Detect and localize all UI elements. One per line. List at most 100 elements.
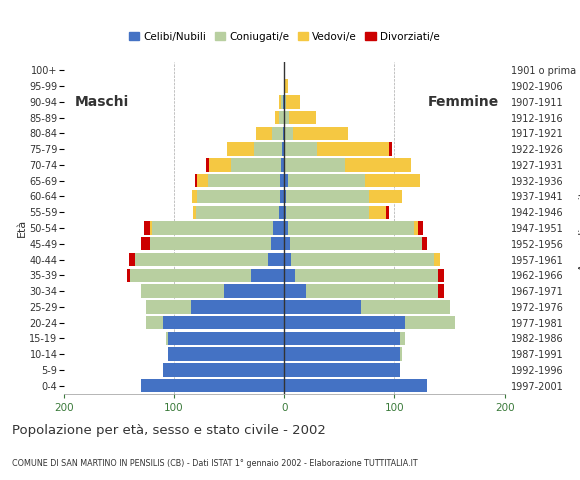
Bar xyxy=(284,269,295,282)
Y-axis label: Anno di nascita: Anno di nascita xyxy=(579,185,580,271)
Bar xyxy=(196,205,278,219)
Bar xyxy=(168,332,284,345)
Bar xyxy=(284,205,287,219)
Bar xyxy=(284,237,289,251)
Bar xyxy=(193,205,196,219)
Bar xyxy=(273,221,284,235)
Bar xyxy=(284,158,345,172)
Bar xyxy=(278,95,281,108)
Bar xyxy=(438,269,444,282)
Bar xyxy=(284,79,288,93)
Bar xyxy=(287,205,369,219)
Bar xyxy=(135,253,267,266)
Bar xyxy=(283,95,284,108)
Bar xyxy=(284,95,287,108)
Bar xyxy=(197,190,280,203)
Bar xyxy=(141,379,284,393)
Bar xyxy=(130,269,251,282)
Bar xyxy=(278,205,284,219)
Bar xyxy=(208,174,280,187)
Bar xyxy=(288,174,365,187)
Bar xyxy=(284,174,288,187)
Bar xyxy=(288,221,414,235)
Bar xyxy=(144,221,150,235)
Bar xyxy=(306,284,438,298)
Bar xyxy=(150,237,271,251)
Bar xyxy=(284,127,293,140)
Bar xyxy=(197,174,208,187)
Bar xyxy=(284,363,400,377)
Text: Maschi: Maschi xyxy=(75,95,129,109)
Bar xyxy=(284,111,289,124)
Bar xyxy=(386,205,389,219)
Bar xyxy=(282,143,284,156)
Bar xyxy=(166,332,168,345)
Bar xyxy=(281,95,283,108)
Bar xyxy=(168,348,284,361)
Bar xyxy=(227,143,255,156)
Y-axis label: Età: Età xyxy=(16,219,27,237)
Bar xyxy=(231,158,281,172)
Bar xyxy=(190,300,284,313)
Bar xyxy=(146,300,190,313)
Bar xyxy=(283,127,284,140)
Bar xyxy=(223,284,284,298)
Bar xyxy=(141,237,150,251)
Bar xyxy=(287,95,300,108)
Bar xyxy=(438,284,444,298)
Bar xyxy=(150,221,152,235)
Bar xyxy=(289,111,316,124)
Bar xyxy=(163,363,284,377)
Bar xyxy=(251,269,284,282)
Bar xyxy=(141,284,223,298)
Bar xyxy=(284,253,291,266)
Bar xyxy=(280,174,284,187)
Text: COMUNE DI SAN MARTINO IN PENSILIS (CB) - Dati ISTAT 1° gennaio 2002 - Elaborazio: COMUNE DI SAN MARTINO IN PENSILIS (CB) -… xyxy=(12,458,417,468)
Bar xyxy=(152,221,273,235)
Bar xyxy=(361,300,450,313)
Bar xyxy=(400,348,402,361)
Bar xyxy=(422,237,427,251)
Bar xyxy=(405,316,455,329)
Bar xyxy=(284,143,317,156)
Bar xyxy=(434,253,440,266)
Bar xyxy=(256,127,272,140)
Bar xyxy=(146,316,163,329)
Bar xyxy=(272,127,283,140)
Bar xyxy=(414,221,418,235)
Text: Femmine: Femmine xyxy=(427,95,499,109)
Bar xyxy=(284,190,287,203)
Bar xyxy=(400,332,405,345)
Bar xyxy=(365,174,420,187)
Bar xyxy=(284,348,400,361)
Bar xyxy=(129,253,135,266)
Bar xyxy=(289,237,422,251)
Bar xyxy=(281,158,284,172)
Bar xyxy=(126,269,130,282)
Bar xyxy=(345,158,411,172)
Bar xyxy=(271,237,284,251)
Bar xyxy=(195,174,197,187)
Text: Popolazione per età, sesso e stato civile - 2002: Popolazione per età, sesso e stato civil… xyxy=(12,424,325,437)
Bar xyxy=(291,253,434,266)
Bar xyxy=(284,284,306,298)
Bar xyxy=(191,190,197,203)
Bar xyxy=(206,158,209,172)
Bar xyxy=(163,316,284,329)
Bar xyxy=(280,190,284,203)
Bar xyxy=(418,221,423,235)
Bar xyxy=(287,190,369,203)
Bar xyxy=(369,190,402,203)
Bar xyxy=(317,143,389,156)
Legend: Celibi/Nubili, Coniugati/e, Vedovi/e, Divorziati/e: Celibi/Nubili, Coniugati/e, Vedovi/e, Di… xyxy=(125,28,444,46)
Bar xyxy=(267,253,284,266)
Bar xyxy=(278,111,284,124)
Bar xyxy=(284,332,400,345)
Bar xyxy=(284,221,288,235)
Bar xyxy=(284,300,361,313)
Bar xyxy=(295,269,438,282)
Bar xyxy=(293,127,348,140)
Bar xyxy=(255,143,282,156)
Bar xyxy=(284,316,405,329)
Bar xyxy=(284,379,427,393)
